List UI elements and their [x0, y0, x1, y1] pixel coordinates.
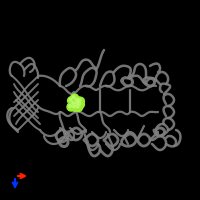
Circle shape: [71, 94, 79, 102]
Circle shape: [74, 97, 82, 105]
Circle shape: [68, 97, 76, 105]
Circle shape: [76, 97, 84, 105]
Circle shape: [75, 102, 78, 104]
Circle shape: [72, 96, 75, 98]
Circle shape: [75, 103, 83, 111]
Circle shape: [78, 99, 81, 102]
Circle shape: [72, 102, 74, 104]
Circle shape: [67, 103, 75, 111]
Circle shape: [76, 105, 79, 108]
Circle shape: [78, 102, 81, 105]
Circle shape: [74, 100, 82, 108]
Circle shape: [71, 103, 79, 111]
Circle shape: [70, 100, 78, 108]
Circle shape: [75, 98, 78, 101]
Circle shape: [73, 105, 75, 108]
Circle shape: [69, 98, 72, 101]
Circle shape: [76, 100, 84, 108]
Circle shape: [69, 105, 71, 107]
